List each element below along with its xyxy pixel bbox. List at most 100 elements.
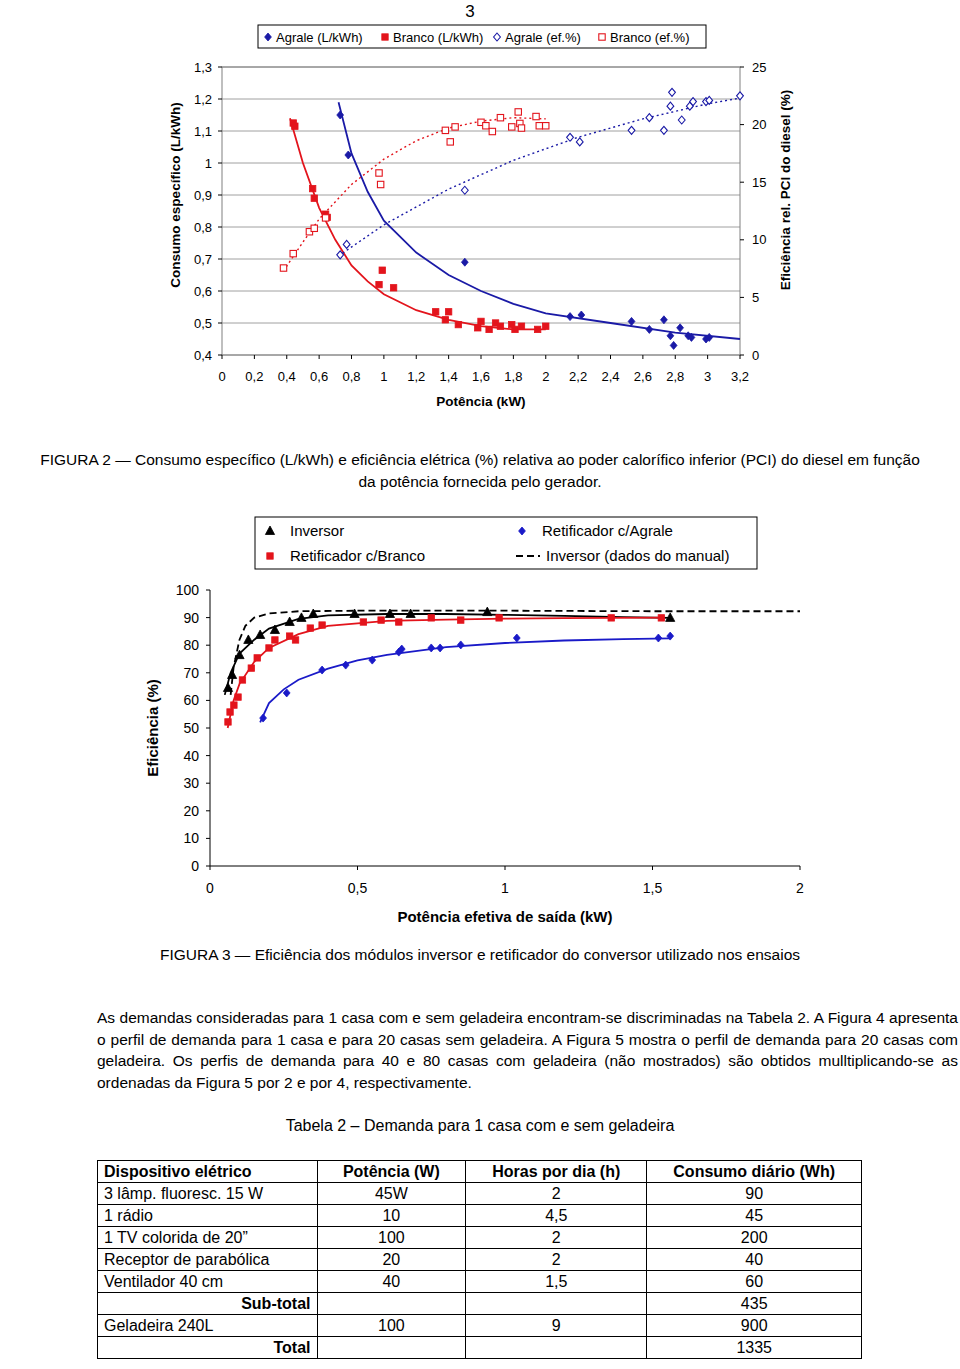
data-point — [442, 127, 448, 133]
y-tick-label: 1,2 — [194, 92, 212, 107]
y-tick — [218, 291, 222, 292]
legend-label: Inversor — [290, 522, 344, 539]
table-cell: Receptor de parabólica — [98, 1249, 318, 1271]
data-point — [270, 625, 279, 634]
table-cell — [317, 1337, 466, 1359]
x-axis-title: Potência efetiva de saída (kW) — [397, 908, 612, 925]
y-tick-label: 1,3 — [194, 60, 212, 75]
y-tick-label: 0,9 — [194, 188, 212, 203]
x-tick — [505, 866, 506, 870]
x-tick — [254, 355, 255, 359]
header-cell: Dispositivo elétrico — [98, 1161, 318, 1183]
x-tick-label: 0,2 — [245, 369, 263, 384]
x-tick — [383, 355, 384, 359]
paragraph: As demandas consideradas para 1 casa com… — [97, 1007, 958, 1094]
y-tick — [206, 838, 210, 839]
page-number: 3 — [465, 2, 474, 21]
y-tick-label: 0,8 — [194, 220, 212, 235]
data-point — [235, 694, 241, 700]
data-point — [244, 635, 253, 644]
data-point — [497, 323, 503, 329]
data-point — [461, 258, 468, 266]
x-axis-title: Potência (kW) — [436, 394, 525, 409]
legend-box — [255, 517, 757, 569]
data-point — [437, 644, 444, 652]
data-point — [543, 323, 549, 329]
data-point — [319, 666, 326, 674]
table-cell: 200 — [647, 1227, 862, 1249]
data-point — [447, 139, 453, 145]
header-row: Dispositivo elétricoPotência (W)Horas po… — [98, 1161, 862, 1183]
data-point — [319, 622, 325, 628]
table-cell: 1335 — [647, 1337, 862, 1359]
data-point — [458, 617, 464, 623]
x-tick — [319, 355, 320, 359]
data-point — [309, 609, 318, 618]
data-point — [706, 333, 713, 341]
grid-line — [222, 99, 740, 100]
data-point — [396, 619, 402, 625]
data-point — [578, 311, 585, 319]
y2-tick — [740, 297, 744, 298]
data-point — [496, 615, 502, 621]
data-point — [658, 615, 664, 621]
data-point — [343, 240, 350, 248]
table-cell: 900 — [647, 1315, 862, 1337]
data-point — [666, 613, 675, 622]
table-cell: 435 — [647, 1293, 862, 1315]
header-cell: Potência (W) — [317, 1161, 466, 1183]
table-cell: 45 — [647, 1205, 862, 1227]
x-tick — [210, 866, 211, 870]
legend-label: Agrale (ef.%) — [505, 30, 581, 45]
data-point — [254, 655, 260, 661]
x-tick-label: 1 — [380, 369, 387, 384]
data-point — [533, 113, 539, 119]
data-point — [667, 102, 674, 110]
data-point — [483, 123, 489, 129]
data-point — [235, 650, 244, 659]
x-tick — [357, 866, 358, 870]
y2-axis-title: Eficiência rel. PCI do diesel (%) — [778, 90, 793, 290]
y-tick — [218, 227, 222, 228]
data-point — [512, 326, 518, 332]
x-tick-label: 0 — [206, 880, 214, 896]
data-point — [678, 116, 685, 124]
data-point — [428, 644, 435, 652]
y-tick-label: 20 — [183, 803, 199, 819]
data-point — [457, 641, 464, 649]
y2-tick — [740, 124, 744, 125]
data-point — [297, 613, 306, 622]
data-point — [345, 151, 352, 159]
x-tick-label: 2,4 — [601, 369, 619, 384]
table-cell: 3 lâmp. fluoresc. 15 W — [98, 1183, 318, 1205]
y-tick-label: 10 — [183, 830, 199, 846]
table-cell: 9 — [466, 1315, 647, 1337]
x-tick-label: 0 — [218, 369, 225, 384]
x-tick-label: 1,5 — [643, 880, 663, 896]
data-point — [646, 325, 653, 333]
legend-label: Retificador c/Branco — [290, 547, 425, 564]
data-point — [228, 670, 237, 679]
data-point — [483, 607, 492, 616]
data-point — [337, 111, 344, 119]
x-tick-label: 1 — [501, 880, 509, 896]
data-point — [432, 309, 438, 315]
table: Dispositivo elétricoPotência (W)Horas po… — [97, 1160, 862, 1359]
x-tick — [610, 355, 611, 359]
data-point — [497, 114, 503, 120]
x-tick-label: 2 — [542, 369, 549, 384]
data-point — [445, 309, 451, 315]
data-point — [478, 318, 484, 324]
legend-swatch — [494, 33, 501, 41]
x-tick-label: 1,2 — [407, 369, 425, 384]
marks — [223, 607, 800, 728]
y2-tick — [740, 67, 744, 68]
table-cell: Total — [98, 1337, 318, 1359]
data-point — [669, 88, 676, 96]
data-point — [225, 719, 231, 725]
legend-label: Retificador c/Agrale — [542, 522, 673, 539]
data-point — [509, 124, 515, 130]
data-point — [475, 325, 481, 331]
y-tick-label: 40 — [183, 748, 199, 764]
y-tick — [218, 195, 222, 196]
